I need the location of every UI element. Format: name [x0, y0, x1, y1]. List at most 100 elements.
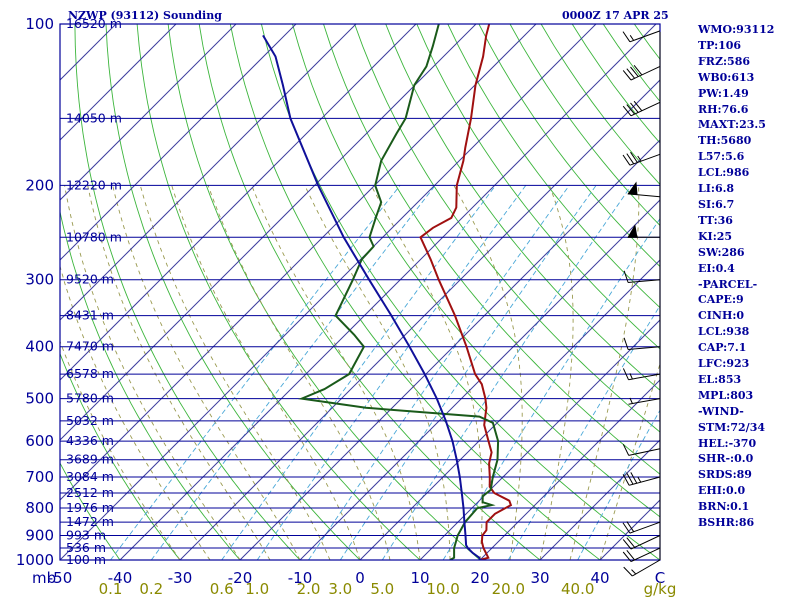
isotherm-line: [60, 24, 177, 141]
mixing-ratio-label: 0.6: [210, 580, 234, 598]
index-item: BRN:0.1: [698, 500, 750, 514]
wind-barb: [622, 151, 661, 166]
mixing-ratio-unit-label: g/kg: [644, 580, 677, 598]
index-item: LCL:986: [698, 166, 750, 180]
temperature-labels: mb-50 -40 -30 -20 -10 0 10 20 30 40 C: [32, 569, 665, 587]
wind-barb: [622, 30, 661, 43]
mixing-ratio-labels: 0.1 0.2 0.6 1.0 2.0 3.0 5.0 10.0 20.0 40.0 g/kg: [99, 580, 677, 598]
index-item: L57:5.6: [698, 150, 745, 164]
wind-barb: [622, 368, 661, 381]
mixing-ratio-label: 3.0: [328, 580, 352, 598]
height-labels: 16520 m 14050 m 12220 m 10780 m 9520 m 8431 m…: [66, 16, 122, 567]
pressure-labels: 100 200 300 400 500 600 700 800 900 1000: [16, 15, 54, 569]
moist-adiabat-line: [569, 185, 640, 560]
wind-barb: [623, 337, 661, 350]
index-item: STM:72/34: [698, 420, 765, 434]
isotherm-line: [119, 24, 657, 560]
isotherm-line: [299, 199, 660, 560]
moist-adiabat-line: [370, 185, 483, 560]
index-item: RH:76.6: [698, 102, 749, 116]
wind-barb: [622, 64, 661, 81]
mixing-ratio-line: [308, 185, 570, 560]
temperature-trace: [419, 24, 513, 560]
parcel-trace: [262, 34, 481, 560]
isotherm-line: [60, 24, 357, 321]
index-item: -WIND-: [698, 404, 744, 418]
wind-barb: [623, 559, 661, 577]
height-label: 6578 m: [66, 366, 114, 381]
height-label: 16520 m: [66, 16, 122, 31]
mixing-ratio-lines: [110, 185, 660, 560]
mixing-ratio-line: [381, 185, 632, 560]
moist-adiabats: [60, 185, 660, 560]
isotherm-line: [60, 24, 417, 381]
index-item: BSHR:86: [698, 516, 755, 530]
dry-adiabat-line: [105, 24, 361, 560]
index-item: MPL:803: [698, 388, 754, 402]
index-item: TT:36: [698, 213, 733, 227]
height-label: 3689 m: [66, 452, 114, 467]
wind-barb: [622, 547, 661, 563]
index-item: TH:5680: [698, 134, 752, 148]
isobars: [60, 23, 660, 561]
sounding-traces: [262, 24, 513, 560]
height-label: 536 m: [66, 540, 106, 555]
index-item: TP:106: [698, 38, 742, 52]
index-item: MAXT:23.5: [698, 118, 766, 132]
mixing-ratio-label: 5.0: [370, 580, 394, 598]
dewpoint-trace: [298, 24, 500, 560]
temperature-unit-label: C: [655, 569, 665, 587]
pressure-label: 200: [25, 176, 54, 194]
wind-barb: [622, 444, 661, 456]
height-label: 3084 m: [66, 469, 114, 484]
temperature-label: 0: [355, 569, 365, 587]
height-label: 1472 m: [66, 514, 114, 529]
pressure-unit-label: mb: [32, 569, 56, 587]
height-label: 100 m: [66, 552, 106, 567]
height-label: 8431 m: [66, 308, 114, 323]
indices-panel: WMO:93112 TP:106 FRZ:586 WB0:613 PW:1.49 RH:7…: [698, 22, 774, 531]
height-label: 7470 m: [66, 339, 114, 354]
wind-barbs: [622, 30, 661, 577]
height-label: 9520 m: [66, 272, 114, 287]
isotherm-line: [539, 439, 660, 560]
index-item: FRZ:586: [698, 54, 751, 68]
moist-adiabat-line: [453, 185, 523, 560]
mixing-ratio-line: [110, 185, 401, 560]
mixing-ratio-label: 2.0: [297, 580, 321, 598]
wind-barb-pennant: [627, 181, 638, 196]
pressure-label: 600: [25, 432, 54, 450]
index-item: EI:0.4: [698, 261, 735, 275]
index-item: SRDS:89: [698, 468, 752, 482]
height-label: 12220 m: [66, 177, 122, 192]
index-item: CINH:0: [698, 309, 745, 323]
temperature-label: 10: [410, 569, 429, 587]
mixing-ratio-label: 10.0: [426, 580, 459, 598]
pressure-label: 700: [25, 468, 54, 486]
isotherm-line: [359, 259, 660, 560]
isotherm-line: [60, 24, 477, 441]
pressure-label: 100: [25, 15, 54, 33]
temperature-label: -50: [48, 569, 73, 587]
index-item: LI:6.8: [698, 182, 735, 196]
index-item: HEL:-370: [698, 436, 757, 450]
index-item: CAPE:9: [698, 293, 744, 307]
isotherm-line: [179, 79, 660, 560]
isotherm-line: [60, 24, 297, 261]
height-label: 2512 m: [66, 485, 114, 500]
moist-adiabat-line: [599, 362, 660, 560]
station-title: NZWP (93112) Sounding: [68, 9, 222, 22]
wind-barb: [628, 397, 661, 405]
moist-adiabat-line: [251, 185, 421, 560]
index-item: PW:1.49: [698, 86, 749, 100]
height-label: 5032 m: [66, 413, 114, 428]
mixing-ratio-label: 40.0: [561, 580, 594, 598]
mixing-ratio-line: [442, 217, 660, 560]
isotherm-line: [60, 24, 597, 560]
temperature-label: -40: [108, 569, 133, 587]
index-item: WMO:93112: [698, 23, 775, 36]
temperature-label: 30: [530, 569, 549, 587]
plot-border: [59, 23, 661, 561]
isotherm-line: [239, 139, 660, 560]
